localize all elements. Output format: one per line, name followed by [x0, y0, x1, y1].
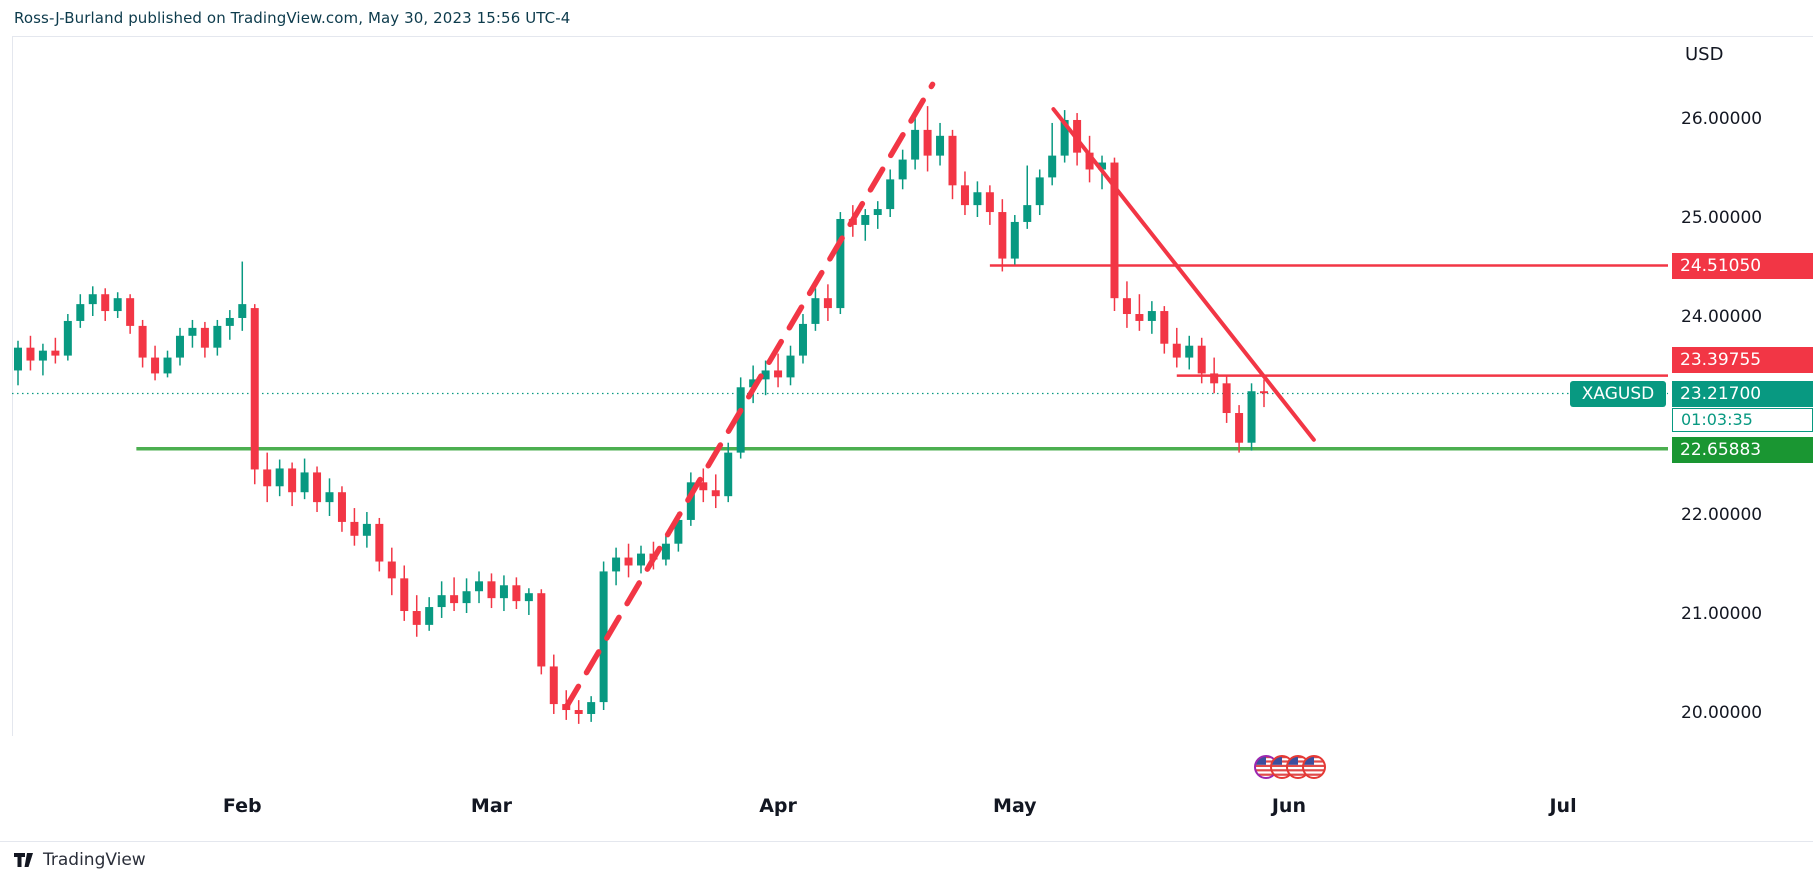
svg-text:20.00000: 20.00000 — [1681, 703, 1762, 723]
footer-divider — [0, 841, 1813, 842]
trendlines[interactable] — [563, 81, 1316, 710]
svg-text:Mar: Mar — [471, 795, 513, 817]
ascending-dashed-trendline — [563, 81, 936, 710]
svg-text:24.00000: 24.00000 — [1681, 307, 1762, 327]
descending-solid-trendline — [1051, 107, 1316, 442]
time-scale[interactable]: Feb Mar Apr May Jun Jul — [223, 795, 1577, 817]
horizontal-levels[interactable] — [136, 264, 1668, 451]
price-scale[interactable]: 26.00000 25.00000 24.00000 22.00000 21.00000… — [1681, 44, 1762, 723]
svg-text:21.00000: 21.00000 — [1681, 604, 1762, 624]
candlestick-series — [14, 106, 1268, 724]
symbol-label[interactable]: XAGUSD — [1570, 381, 1666, 407]
bar-close-countdown: 01:03:35 — [1672, 408, 1813, 432]
economic-event-flag-icons[interactable] — [1254, 755, 1326, 779]
brand-name: TradingView — [43, 850, 146, 870]
chart-left-border — [12, 36, 13, 736]
svg-text:Jul: Jul — [1547, 795, 1576, 817]
price-label-support[interactable]: 22.65883 — [1672, 437, 1813, 463]
price-label-resistance-1[interactable]: 24.51050 — [1672, 253, 1813, 279]
chart-top-border — [12, 36, 1813, 37]
tradingview-attribution[interactable]: TradingView — [14, 850, 146, 870]
svg-text:Jun: Jun — [1270, 795, 1306, 817]
currency-label: USD — [1685, 44, 1723, 65]
svg-text:25.00000: 25.00000 — [1681, 208, 1762, 228]
tradingview-logo-icon — [14, 853, 33, 867]
publish-header: Ross-J-Burland published on TradingView.… — [14, 9, 571, 27]
svg-text:May: May — [993, 795, 1037, 817]
price-label-resistance-2[interactable]: 23.39755 — [1672, 347, 1813, 373]
svg-text:Apr: Apr — [759, 795, 797, 817]
svg-text:22.00000: 22.00000 — [1681, 505, 1762, 525]
last-price-label[interactable]: 23.21700 — [1672, 381, 1813, 407]
svg-text:Feb: Feb — [223, 795, 262, 817]
svg-text:26.00000: 26.00000 — [1681, 109, 1762, 129]
